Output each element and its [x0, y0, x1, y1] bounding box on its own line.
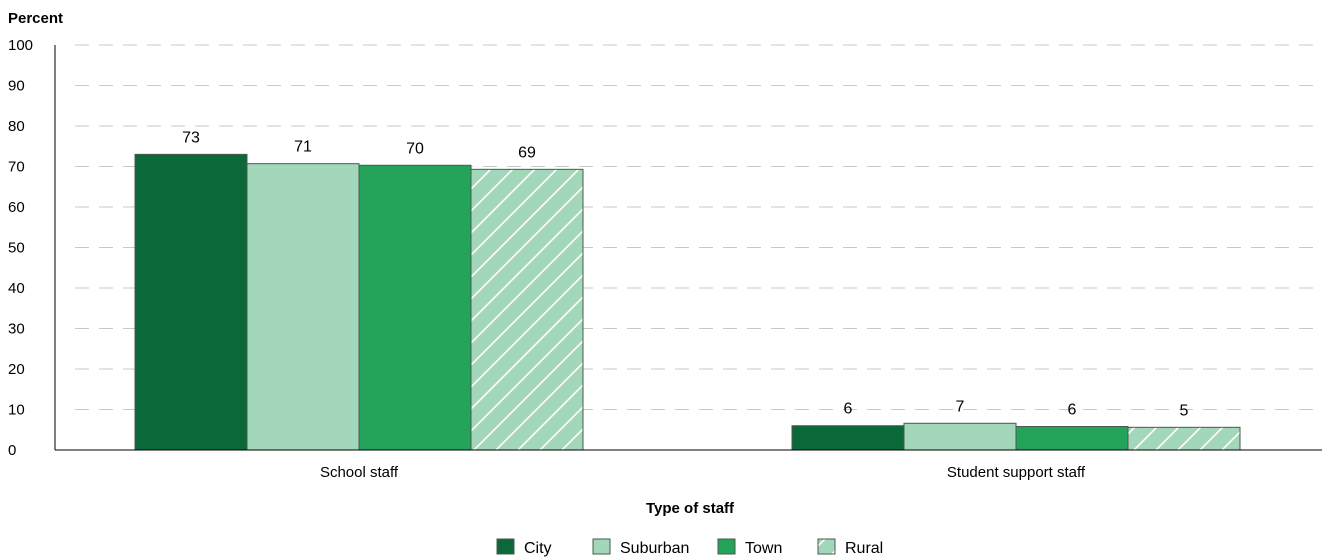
category-labels: School staff Student support staff	[320, 464, 1086, 481]
y-axis-title: Percent	[8, 10, 63, 27]
bar-city-school-staff	[134, 153, 248, 451]
y-tick-label: 30	[8, 321, 25, 338]
bar-suburban-student-support-staff	[903, 422, 1017, 451]
y-axis-ticks: 0 10 20 30 40 50 60 70 80 90 100	[8, 37, 33, 459]
data-label: 7	[956, 398, 965, 415]
data-label: 70	[406, 140, 424, 157]
y-tick-label: 40	[8, 280, 25, 297]
data-label: 6	[1068, 402, 1077, 419]
legend-label-suburban: Suburban	[620, 540, 689, 557]
legend-label-city: City	[524, 540, 552, 557]
x-category-label: Student support staff	[947, 464, 1086, 481]
legend: City Suburban Town Rural	[496, 538, 883, 557]
bar-rural-school-staff	[470, 168, 584, 451]
legend-swatch-town	[717, 538, 736, 555]
y-tick-label: 0	[8, 442, 16, 459]
y-tick-label: 60	[8, 199, 25, 216]
legend-label-rural: Rural	[845, 540, 883, 557]
bars	[134, 153, 1241, 451]
data-label: 6	[844, 401, 853, 418]
bar-city-student-support-staff	[791, 425, 905, 451]
legend-swatch-suburban	[592, 538, 611, 555]
y-tick-label: 90	[8, 78, 25, 95]
y-tick-label: 50	[8, 240, 25, 257]
y-tick-label: 80	[8, 118, 25, 135]
data-label: 5	[1180, 402, 1189, 419]
bar-rural-student-support-staff	[1127, 426, 1241, 451]
bar-town-student-support-staff	[1015, 426, 1129, 451]
y-tick-label: 20	[8, 361, 25, 378]
data-label: 69	[518, 144, 536, 161]
bar-suburban-school-staff	[246, 163, 360, 451]
bar-town-school-staff	[358, 164, 472, 451]
x-axis-title: Type of staff	[646, 500, 735, 517]
gridlines	[75, 44, 1322, 410]
y-tick-label: 10	[8, 402, 25, 419]
y-tick-label: 100	[8, 37, 33, 54]
legend-label-town: Town	[745, 540, 782, 557]
y-tick-label: 70	[8, 159, 25, 176]
data-label: 73	[182, 129, 200, 146]
data-label: 71	[294, 139, 312, 156]
data-labels: 73 71 70 69 6 7 6 5	[182, 129, 1188, 419]
x-category-label: School staff	[320, 464, 399, 481]
legend-swatch-rural	[817, 538, 836, 555]
legend-swatch-city	[496, 538, 515, 555]
